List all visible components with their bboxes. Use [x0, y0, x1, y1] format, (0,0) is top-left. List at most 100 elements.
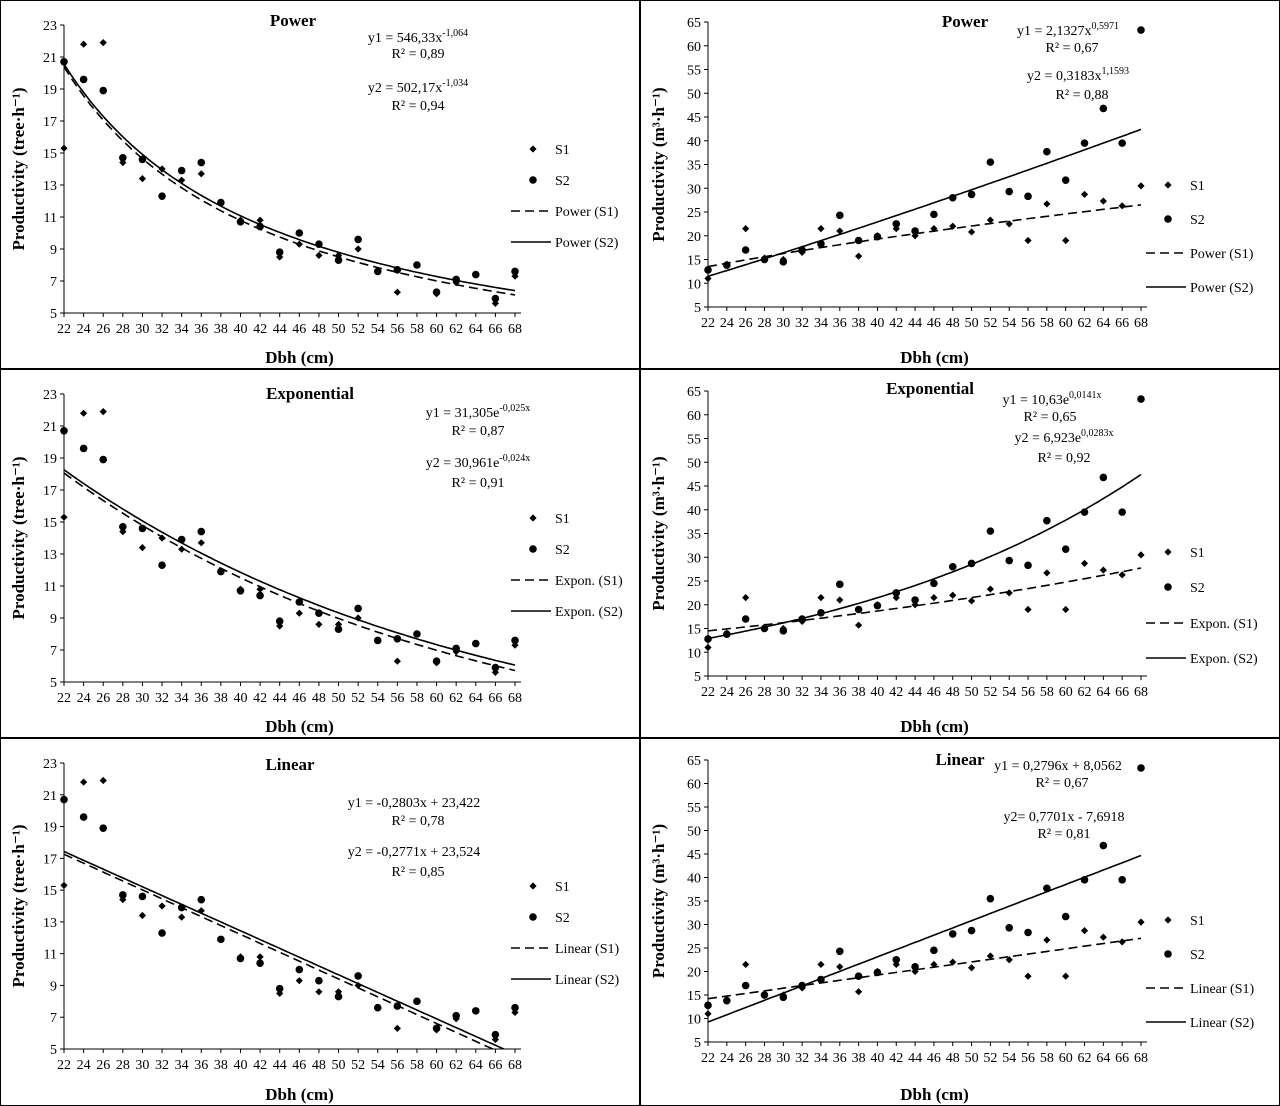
y-axis-label: Productivity (m³·h⁻¹) — [649, 87, 668, 241]
x-tick-label: 64 — [469, 322, 483, 337]
y-tick-label: 17 — [43, 484, 57, 499]
x-tick-label: 66 — [488, 691, 502, 706]
data-point-s2 — [1061, 545, 1070, 553]
y-tick-label: 65 — [687, 385, 701, 400]
equation-exponent: -1,064 — [442, 28, 468, 39]
data-point-s2 — [1043, 884, 1051, 893]
x-tick-label: 36 — [194, 691, 208, 706]
data-point-s2 — [948, 193, 957, 202]
r-squared-label: R² = 0,88 — [1056, 88, 1109, 103]
fit-line-s2 — [64, 469, 516, 666]
data-point-s1 — [742, 594, 750, 602]
data-point-s1 — [295, 240, 303, 248]
data-point-s2 — [854, 605, 863, 614]
data-point-s2 — [393, 266, 402, 274]
x-tick-label: 32 — [155, 691, 169, 706]
y-tick-label: 9 — [50, 243, 57, 258]
data-point-s1 — [1005, 589, 1013, 597]
data-point-s1 — [99, 408, 107, 416]
data-point-s1 — [742, 225, 750, 233]
x-tick-label: 68 — [508, 1058, 522, 1073]
data-point-s1 — [354, 614, 362, 622]
x-tick-label: 52 — [983, 685, 997, 700]
legend-marker-s2 — [529, 176, 537, 184]
y-tick-label: 23 — [43, 19, 57, 34]
data-point-s1 — [60, 881, 68, 889]
data-point-s2 — [452, 644, 460, 653]
legend: S1 S2 Expon. (S1) Expon. (S2) — [511, 512, 623, 620]
chart-linear-trees: 5 7 9 11 13 15 17 19 21 23 22 24 26 28 30 32 34 36 38 40 42 4… — [0, 738, 640, 1106]
data-point-s2 — [177, 535, 186, 544]
legend-marker-s2 — [1164, 583, 1172, 591]
y-axis-label: Productivity (m³·h⁻¹) — [649, 824, 668, 978]
data-point-s2 — [1080, 876, 1089, 884]
data-point-s2 — [491, 663, 500, 672]
x-tick-label: 44 — [273, 1058, 287, 1073]
data-point-s1 — [817, 594, 825, 602]
chart-title: Linear — [935, 750, 985, 769]
x-tick-label: 24 — [77, 691, 91, 706]
data-point-s1 — [99, 776, 107, 785]
data-point-s2 — [741, 981, 750, 990]
x-tick-label: 58 — [1040, 1051, 1054, 1066]
data-point-s2 — [471, 270, 480, 279]
x-tick-label: 60 — [1059, 1051, 1073, 1066]
y-tick-label: 5 — [694, 301, 701, 316]
data-point-s2 — [967, 190, 976, 199]
data-point-s2 — [1080, 508, 1089, 516]
data-point-s1 — [178, 176, 186, 184]
fit-equation: y1 = 31,305e-0,025x — [426, 403, 530, 421]
fit-line-s1 — [64, 66, 516, 296]
x-tick-label: 54 — [371, 1058, 385, 1073]
y-tick-label: 20 — [687, 966, 701, 981]
x-tick-label: 22 — [701, 1051, 715, 1066]
x-tick-label: 32 — [795, 685, 809, 700]
x-tick-label: 34 — [814, 685, 828, 700]
y-tick-label: 65 — [687, 16, 701, 31]
data-point-s2 — [491, 294, 500, 303]
legend-label-s1: S1 — [1190, 179, 1205, 194]
x-tick-label: 22 — [57, 1058, 71, 1073]
data-point-s1 — [1024, 972, 1032, 980]
data-point-s1 — [1005, 220, 1013, 228]
y-tick-label: 15 — [43, 147, 57, 162]
data-point-s2 — [315, 609, 323, 617]
x-tick-label: 58 — [1040, 316, 1054, 331]
x-tick-label: 46 — [292, 1058, 306, 1073]
x-tick-label: 52 — [351, 322, 365, 337]
x-tick-label: 68 — [1134, 316, 1148, 331]
x-tick-label: 64 — [1096, 685, 1110, 700]
data-point-s2 — [119, 154, 127, 162]
x-tick-label: 52 — [351, 691, 365, 706]
data-point-s2 — [217, 198, 225, 207]
x-tick-label: 40 — [233, 1058, 247, 1073]
x-tick-label: 64 — [1096, 316, 1110, 331]
x-tick-label: 38 — [214, 691, 228, 706]
y-tick-label: 5 — [50, 307, 57, 322]
legend: S1 S2 Linear (S1) Linear (S2) — [511, 880, 619, 988]
equation-text: y1 = 2,1327x — [1017, 24, 1091, 39]
y-tick-label: 19 — [43, 821, 57, 836]
data-point-s1 — [967, 228, 976, 236]
data-point-s2 — [236, 218, 245, 226]
data-point-s2 — [760, 991, 769, 999]
data-point-s2 — [373, 636, 382, 645]
data-point-s1 — [158, 534, 166, 542]
x-tick-label: 44 — [273, 691, 287, 706]
data-point-s1 — [315, 620, 323, 628]
x-tick-label: 34 — [175, 1058, 189, 1073]
y-tick-label: 19 — [43, 452, 57, 467]
data-point-s2 — [295, 965, 304, 974]
y-tick-label: 25 — [687, 206, 701, 221]
x-tick-label: 68 — [1134, 685, 1148, 700]
y-tick-label: 25 — [687, 942, 701, 957]
data-point-s2 — [760, 255, 769, 264]
x-tick-label: 54 — [1002, 1051, 1016, 1066]
x-tick-label: 68 — [508, 322, 522, 337]
data-point-s2 — [1005, 556, 1014, 565]
x-axis-label: Dbh (cm) — [265, 348, 333, 367]
data-point-s1 — [704, 643, 712, 652]
r-squared-label: R² = 0,67 — [1036, 776, 1089, 791]
data-point-s2 — [873, 601, 882, 610]
data-point-s1 — [197, 170, 205, 178]
